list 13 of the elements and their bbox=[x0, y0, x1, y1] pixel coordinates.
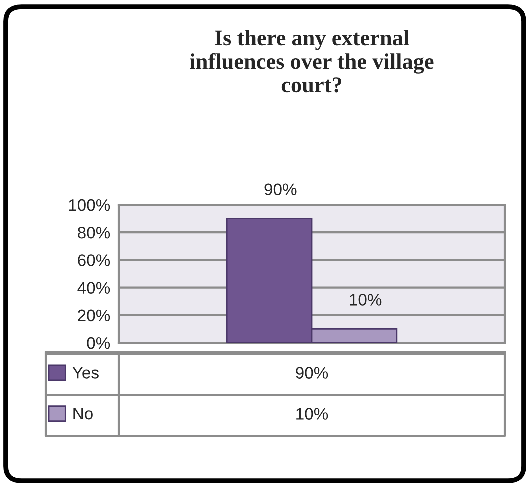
y-tick-label: 40% bbox=[78, 282, 110, 294]
y-tick-label: 80% bbox=[78, 227, 110, 239]
data-label: 10% bbox=[350, 294, 382, 306]
data-label: 90% bbox=[264, 184, 297, 196]
legend-label: No bbox=[74, 408, 93, 420]
y-tick-label: 0% bbox=[87, 337, 110, 350]
legend-label: Yes bbox=[72, 367, 99, 379]
text: 90% bbox=[296, 367, 328, 379]
y-tick-label: 20% bbox=[78, 310, 110, 322]
chart-title: Is there any external influences over the village court? bbox=[190, 30, 434, 93]
text: 10% bbox=[296, 408, 328, 420]
y-tick-label: 60% bbox=[78, 254, 110, 266]
y-tick-label: 100% bbox=[69, 199, 110, 212]
